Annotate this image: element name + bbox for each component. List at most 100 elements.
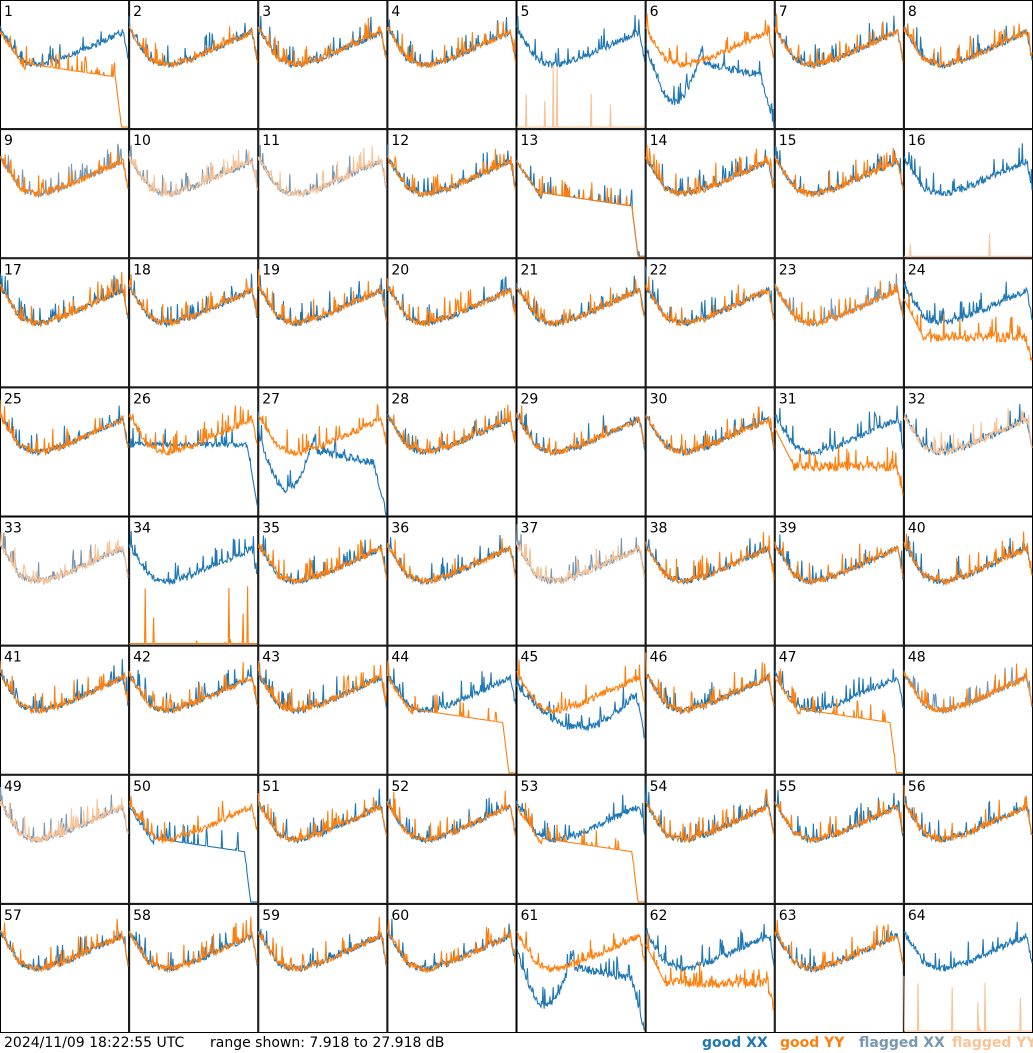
panel-number-label: 32 [908,391,926,407]
panel-number-label: 2 [133,4,142,20]
panel-frame [0,903,130,1033]
panel-37: 37 [515,516,646,646]
panel-number-label: 12 [391,133,409,149]
yy-series-line [0,797,129,843]
panel-58: 58 [128,903,259,1033]
panel-41: 41 [0,645,130,775]
yy-series-line [903,663,1033,714]
panel-number-label: 11 [262,133,280,149]
panel-frame [516,516,646,646]
xx-series-line [386,534,517,585]
xx-series-line [645,43,775,127]
panel-20: 20 [386,258,517,388]
legend-flagged-xx: flagged XX [859,1035,945,1051]
panel-number-label: 18 [133,262,151,278]
yy-series-line [774,147,904,198]
yy-series-line [257,792,387,844]
panel-number-label: 5 [521,4,530,20]
panel-56: 56 [903,774,1033,904]
panel-frame [0,387,130,517]
yy-series-line [774,427,904,496]
yy-series-line [516,160,645,257]
yy-series-line [645,13,775,68]
xx-series-line [0,26,129,69]
yy-series-line [386,790,517,843]
xx-series-line [257,411,387,517]
panel-number-label: 22 [650,262,668,278]
yy-series-line [128,150,258,198]
panel-26: 26 [128,387,259,517]
panel-frame [387,774,517,904]
panel-12: 12 [386,129,517,259]
panel-number-label: 23 [779,262,797,278]
panel-number-label: 17 [4,262,22,278]
xx-series-line [774,929,904,974]
panel-23: 23 [774,258,904,388]
panel-number-label: 47 [779,650,797,666]
yy-series-line [128,405,258,456]
yy-series-line [257,17,387,68]
panel-30: 30 [645,387,775,517]
panel-40: 40 [903,516,1033,646]
panel-number-label: 19 [262,262,280,278]
panel-number-label: 60 [391,908,409,924]
panel-54: 54 [645,774,775,904]
panel-number-label: 56 [908,779,926,795]
panel-27: 27 [257,387,388,517]
xx-series-line [258,928,387,973]
panel-frame [258,0,388,130]
panel-16: 16 [903,129,1033,259]
panel-number-label: 48 [908,650,926,666]
panel-number-label: 20 [391,262,409,278]
panel-frame [645,0,775,130]
panel-39: 39 [774,516,904,646]
panel-number-label: 53 [521,779,539,795]
panel-frame [516,258,646,388]
panel-frame [774,129,904,259]
panel-45: 45 [515,645,646,775]
panel-number-label: 24 [908,262,926,278]
panel-25: 25 [0,387,130,517]
panel-64: 64 [903,903,1033,1033]
panel-43: 43 [257,645,388,775]
panel-24: 24 [903,258,1033,388]
panel-number-label: 9 [4,133,13,149]
panel-frame [0,258,130,388]
panel-number-label: 37 [521,521,539,537]
panel-frame [129,387,259,517]
panel-32: 32 [903,387,1033,517]
yy-series-line [774,13,904,69]
legend-good-yy: good YY [780,1035,845,1051]
yy-series-line [516,64,645,128]
yy-series-line [128,26,258,68]
panel-number-label: 45 [521,650,539,666]
panel-5: 5 [515,0,646,130]
panel-48: 48 [903,645,1033,775]
panel-46: 46 [645,645,775,775]
xx-series-line [903,403,1033,457]
panel-number-label: 52 [391,779,409,795]
yy-series-line [903,531,1033,587]
panel-frame [129,129,259,259]
yy-series-line [386,660,516,774]
panel-frame [645,903,775,1033]
panel-frame [903,0,1033,130]
panel-frame [129,516,259,646]
xx-series-line [386,797,517,844]
xx-series-line [386,408,517,456]
panel-number-label: 38 [650,521,668,537]
panel-number-label: 42 [133,650,151,666]
yy-series-line [516,659,646,715]
panel-frame [0,129,130,259]
panel-number-label: 1 [4,4,13,20]
panel-number-label: 31 [779,391,797,407]
yy-series-line [128,796,258,845]
panel-15: 15 [774,129,904,259]
yy-series-line [645,406,775,456]
panel-6: 6 [645,0,775,130]
panel-frame [774,774,904,904]
panel-57: 57 [0,903,130,1033]
yy-series-line [128,274,258,327]
xx-series-line [516,158,645,257]
yy-series-line [903,23,1033,68]
